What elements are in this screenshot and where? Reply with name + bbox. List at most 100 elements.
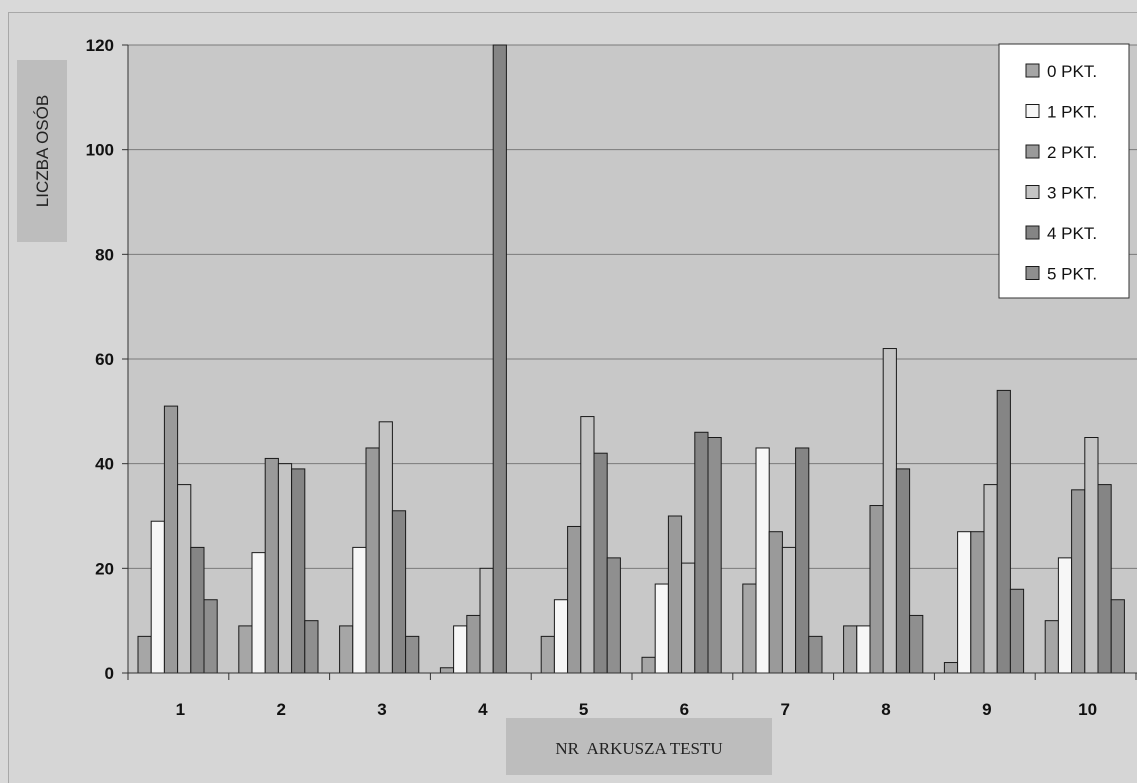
bar: [439, 667, 455, 674]
bar: [1071, 489, 1086, 674]
bar: [163, 405, 179, 674]
gridlines: [128, 44, 1137, 569]
bar: [540, 635, 555, 674]
y-tick-label: 60: [95, 350, 114, 369]
x-tick-label: 3: [377, 700, 386, 719]
bar: [405, 635, 420, 674]
legend-label: 2 PKT.: [1047, 143, 1097, 162]
y-axis-title-group: LICZBA OSÓB: [17, 60, 67, 242]
x-axis-title-group: NR ARKUSZA TESTU: [506, 718, 772, 775]
bar: [795, 447, 810, 674]
bar: [882, 348, 897, 674]
bar: [304, 620, 319, 674]
bar: [983, 484, 998, 674]
legend-swatch: [1025, 185, 1040, 199]
bar: [957, 531, 972, 674]
bar: [681, 562, 696, 674]
bar: [1097, 484, 1112, 674]
bar: [667, 515, 683, 674]
bar: [567, 525, 582, 674]
bar: [203, 599, 218, 674]
bar: [137, 635, 152, 674]
bar: [755, 447, 770, 674]
bar: [466, 614, 481, 674]
legend-label: 1 PKT.: [1047, 103, 1097, 122]
x-axis-title: NR ARKUSZA TESTU: [555, 739, 722, 758]
legend-swatch: [1025, 225, 1040, 240]
legend-box: [998, 43, 1130, 299]
x-tick-label: 7: [780, 700, 789, 719]
bar: [1009, 588, 1025, 674]
bar: [1084, 437, 1099, 674]
bar: [365, 447, 380, 674]
legend-swatch: [1025, 144, 1040, 159]
y-tick-labels: 0 20 40 60 80 100 120: [86, 36, 114, 683]
bar: [352, 546, 367, 674]
legend: 0 PKT. 1 PKT. 2 PKT. 3 PKT. 4 PKT. 5 PKT.: [998, 43, 1130, 299]
x-tick-labels: 1 2 3 4 5 6 7 8 9 10: [176, 700, 1097, 719]
bar: [943, 662, 959, 674]
y-tick-label: 0: [105, 664, 114, 683]
y-axis-title-box: [17, 60, 67, 242]
bar: [606, 557, 621, 674]
legend-swatch: [1025, 63, 1040, 78]
bar: [707, 437, 722, 674]
bar: [895, 468, 911, 674]
bar: [781, 546, 797, 674]
bar: [869, 505, 884, 674]
x-tick-label: 4: [478, 700, 488, 719]
x-tick-label: 9: [982, 700, 991, 719]
bar: [291, 468, 306, 674]
bar: [909, 614, 924, 674]
legend-label: 0 PKT.: [1047, 62, 1097, 81]
bar: [641, 656, 656, 674]
bar: [277, 463, 293, 674]
x-tick-label: 8: [881, 700, 890, 719]
bar: [742, 583, 757, 674]
legend-swatch: [1025, 104, 1040, 118]
bar: [479, 567, 494, 674]
bar: [190, 546, 205, 674]
legend-label: 4 PKT.: [1047, 224, 1097, 243]
bar: [654, 583, 669, 674]
axes: [122, 44, 1137, 680]
y-tick-label: 100: [86, 141, 114, 160]
x-tick-label: 2: [276, 700, 285, 719]
bar: [593, 452, 608, 674]
legend-swatch: [1025, 266, 1040, 280]
y-axis-title: LICZBA OSÓB: [33, 95, 52, 207]
bar: [1057, 557, 1073, 674]
bar: [238, 625, 253, 674]
x-tick-label: 1: [176, 700, 185, 719]
y-tick-label: 120: [86, 36, 114, 55]
bar: [251, 552, 266, 674]
legend-label: 3 PKT.: [1047, 184, 1097, 203]
bar: [996, 389, 1011, 674]
bar: [391, 510, 407, 674]
bar: [808, 635, 823, 674]
bar: [1110, 599, 1125, 674]
bar: [970, 531, 985, 674]
x-tick-label: 6: [680, 700, 689, 719]
bar: [580, 416, 595, 674]
x-axis-title-box: [506, 718, 772, 775]
bar: [378, 421, 393, 674]
y-tick-label: 20: [95, 559, 114, 578]
bar: [694, 431, 709, 674]
bar: [856, 625, 871, 674]
bar: [553, 599, 569, 674]
bar: [768, 531, 783, 674]
bar: [492, 44, 507, 674]
bar: [150, 520, 165, 674]
x-tick-label: 10: [1078, 700, 1097, 719]
bar: [264, 457, 279, 674]
y-tick-label: 80: [95, 245, 114, 264]
bar: [453, 625, 468, 674]
x-tick-label: 5: [579, 700, 588, 719]
bar: [1044, 620, 1059, 674]
bar: [339, 625, 354, 674]
bar: [843, 625, 858, 674]
legend-label: 5 PKT.: [1047, 265, 1097, 284]
y-tick-label: 40: [95, 455, 114, 474]
